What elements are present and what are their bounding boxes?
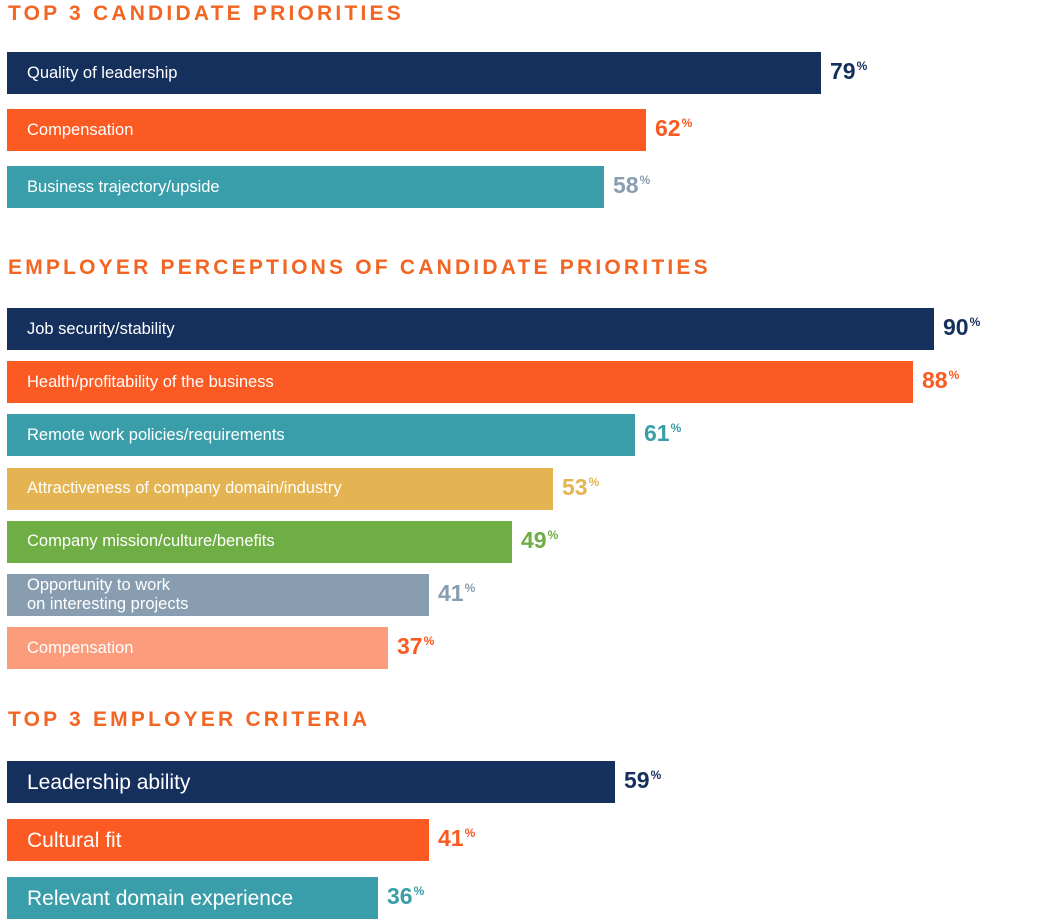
value-label: 88%: [922, 367, 959, 394]
value-label: 62%: [655, 115, 692, 142]
bar-leadership-ability: Leadership ability: [7, 761, 615, 803]
percent-sign: %: [681, 116, 693, 130]
bar-label: Compensation: [27, 120, 134, 139]
value-label: 41%: [438, 825, 475, 852]
value-label: 58%: [613, 172, 650, 199]
value-number: 53: [562, 473, 588, 500]
percent-sign: %: [547, 527, 559, 542]
bar-label: Remote work policies/requirements: [27, 425, 285, 444]
value-number: 90: [943, 314, 969, 340]
bar-job-security-stability: Job security/stability: [7, 308, 934, 350]
bar-remote-work-policies-requirements: Remote work policies/requirements: [7, 414, 635, 457]
percent-sign: %: [464, 826, 476, 840]
bar-quality-of-leadership: Quality of leadership: [7, 52, 821, 94]
bar-health-profitability-of-the-business: Health/profitability of the business: [7, 361, 913, 404]
bar-compensation: Compensation: [7, 627, 388, 670]
value-number: 41: [438, 580, 464, 606]
value-label: 49%: [521, 527, 558, 554]
percent-sign: %: [670, 421, 682, 436]
value-number: 88: [922, 367, 948, 394]
percent-sign: %: [650, 768, 662, 782]
bar-label: Attractiveness of company domain/industr…: [27, 479, 342, 498]
value-label: 61%: [644, 420, 681, 447]
value-number: 59: [624, 767, 650, 793]
bar-business-trajectory-upside: Business trajectory/upside: [7, 166, 604, 208]
value-label: 90%: [943, 314, 980, 341]
value-label: 79%: [830, 58, 867, 85]
value-number: 79: [830, 58, 856, 84]
percent-sign: %: [969, 315, 981, 329]
bar-label: Leadership ability: [27, 770, 191, 794]
value-label: 37%: [397, 633, 434, 660]
bar-cultural-fit: Cultural fit: [7, 819, 429, 861]
value-label: 59%: [624, 767, 661, 794]
value-number: 37: [397, 633, 423, 660]
value-number: 58: [613, 172, 639, 198]
percent-sign: %: [588, 474, 600, 489]
value-label: 53%: [562, 474, 599, 501]
bar-label: Cultural fit: [27, 828, 122, 852]
bar-compensation: Compensation: [7, 109, 646, 151]
value-label: 36%: [387, 883, 424, 910]
value-number: 36: [387, 883, 413, 909]
bar-company-mission-culture-benefits: Company mission/culture/benefits: [7, 520, 512, 563]
percent-sign: %: [639, 173, 651, 187]
percent-sign: %: [464, 581, 476, 595]
bar-label: Opportunity to work on interesting proje…: [27, 576, 189, 613]
chart-title: TOP 3 CANDIDATE PRIORITIES: [8, 2, 404, 25]
percent-sign: %: [413, 884, 425, 898]
percent-sign: %: [948, 368, 960, 383]
bar-label: Quality of leadership: [27, 63, 178, 82]
chart-title: EMPLOYER PERCEPTIONS OF CANDIDATE PRIORI…: [8, 256, 711, 279]
bar-label: Company mission/culture/benefits: [27, 532, 275, 551]
value-label: 41%: [438, 580, 475, 607]
bar-label: Business trajectory/upside: [27, 177, 220, 196]
bar-label: Job security/stability: [27, 319, 175, 338]
percent-sign: %: [423, 634, 435, 649]
value-number: 41: [438, 825, 464, 851]
value-number: 61: [644, 420, 670, 447]
bar-label: Compensation: [27, 638, 134, 657]
bar-attractiveness-of-company-domain-industry: Attractiveness of company domain/industr…: [7, 467, 553, 510]
bar-opportunity-to-work-on-interesting-projects: Opportunity to work on interesting proje…: [7, 574, 429, 616]
chart-title: TOP 3 EMPLOYER CRITERIA: [8, 708, 371, 731]
bar-label: Relevant domain experience: [27, 886, 294, 910]
value-number: 62: [655, 115, 681, 141]
value-number: 49: [521, 526, 547, 553]
bar-label: Health/profitability of the business: [27, 372, 274, 391]
bar-relevant-domain-experience: Relevant domain experience: [7, 877, 378, 919]
percent-sign: %: [856, 59, 868, 73]
